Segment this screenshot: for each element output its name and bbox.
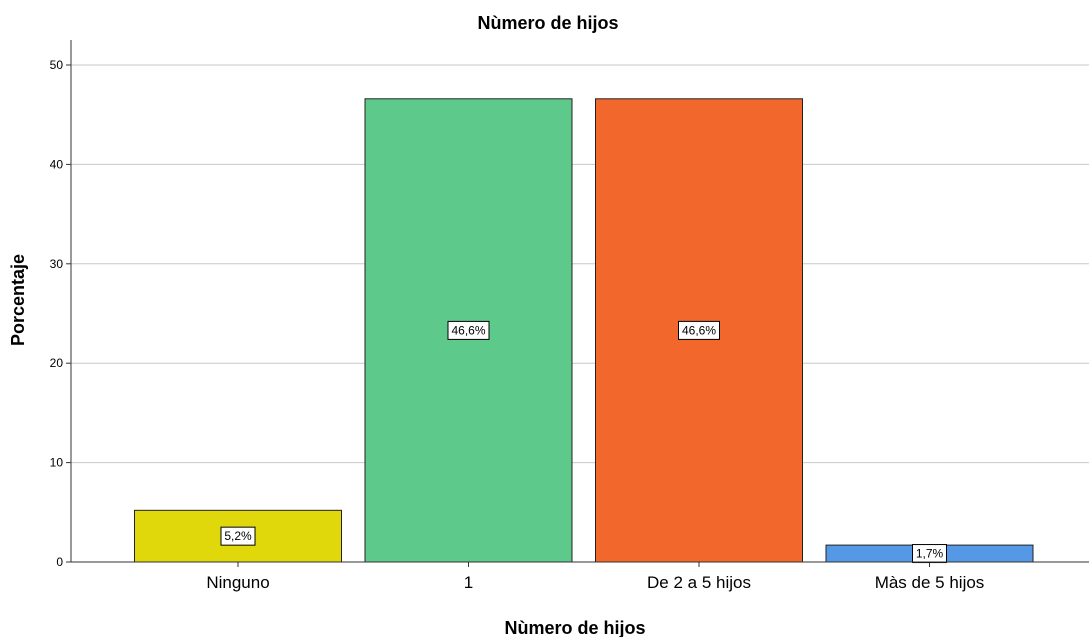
y-axis-ticks: 0 10 20 30 40 50: [50, 58, 71, 569]
x-tick-label-3: Màs de 5 hijos: [875, 573, 985, 592]
y-tick-label-10: 10: [50, 456, 64, 470]
x-tick-label-0: Ninguno: [206, 573, 269, 592]
y-tick-label-30: 30: [50, 257, 64, 271]
y-tick-label-20: 20: [50, 356, 64, 370]
y-tick-label-40: 40: [50, 157, 64, 171]
y-axis-title: Porcentaje: [8, 254, 28, 346]
data-label-0: 5,2%: [224, 529, 252, 543]
data-label-box-3: [912, 544, 947, 564]
data-label-2: 46,6%: [682, 323, 716, 337]
gridlines: [71, 64, 1089, 464]
bars: [134, 98, 1034, 563]
x-axis-title: Nùmero de hijos: [504, 618, 645, 637]
data-labels: 5,2% 46,6% 46,6% 1,7%: [220, 320, 947, 564]
y-tick-label-0: 0: [56, 555, 63, 569]
x-tick-label-2: De 2 a 5 hijos: [647, 573, 751, 592]
chart-title: Nùmero de hijos: [477, 13, 618, 33]
data-label-3: 1,7%: [916, 547, 944, 561]
y-tick-label-50: 50: [50, 58, 64, 72]
data-label-box-2: [678, 320, 720, 340]
x-tick-label-1: 1: [464, 573, 473, 592]
data-label-box-0: [220, 526, 256, 546]
x-axis-ticks: Ninguno 1 De 2 a 5 hijos Màs de 5 hijos: [206, 562, 984, 592]
data-label-box-1: [447, 320, 490, 340]
data-label-1: 46,6%: [451, 323, 485, 337]
